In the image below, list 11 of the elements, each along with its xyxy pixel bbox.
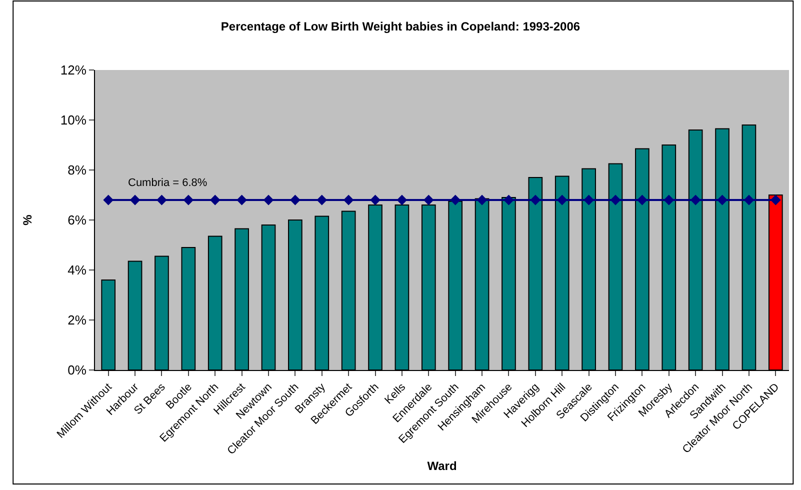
y-tick-label: 0%	[68, 362, 87, 378]
y-tick-label: 8%	[68, 162, 87, 178]
y-tick-label: 10%	[60, 112, 87, 128]
annotation: Cumbria = 6.8%	[128, 177, 208, 189]
y-tick-label: 6%	[68, 212, 87, 228]
chart-title: Percentage of Low Birth Weight babies in Copeland: 1993-2006	[220, 19, 580, 34]
x-axis-title: Ward	[427, 459, 457, 474]
y-tick-label: 12%	[60, 62, 87, 78]
y-tick-label: 2%	[68, 312, 87, 328]
y-tick-label: 4%	[68, 262, 87, 278]
y-axis-title: %	[20, 214, 35, 226]
